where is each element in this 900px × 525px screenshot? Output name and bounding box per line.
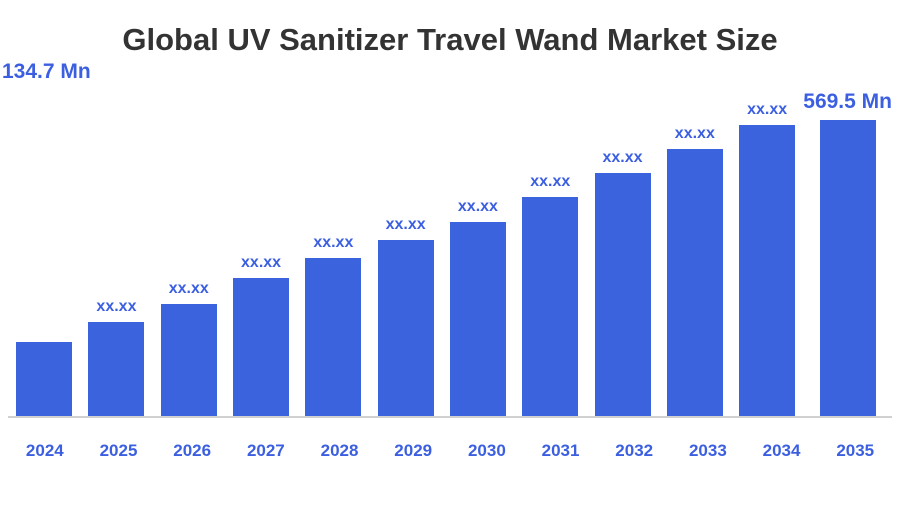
x-axis-tick-label: 2026 xyxy=(173,441,212,460)
x-axis-tick-label: 2033 xyxy=(688,441,727,460)
bar[interactable] xyxy=(819,120,876,416)
bar-label: 569.5 Mn xyxy=(803,90,892,113)
bar-label: xx.xx xyxy=(96,298,137,315)
bar[interactable] xyxy=(594,173,651,416)
bar-column: xx.xx xyxy=(297,90,369,416)
bar[interactable] xyxy=(305,258,362,416)
bar-label: xx.xx xyxy=(602,149,643,166)
bar[interactable] xyxy=(739,125,796,416)
bar-column: xx.xx xyxy=(369,90,441,416)
bar-label: xx.xx xyxy=(385,216,426,233)
bar-label: xx.xx xyxy=(241,254,282,271)
bar[interactable] xyxy=(522,197,579,416)
x-axis-tick-label: 2035 xyxy=(836,441,875,460)
x-axis-tick-label: 2031 xyxy=(541,441,580,460)
bar-label: xx.xx xyxy=(747,101,788,118)
bar-column: xx.xx xyxy=(153,90,225,416)
bar[interactable] xyxy=(449,222,506,416)
bar[interactable] xyxy=(160,304,217,416)
bar-label: xx.xx xyxy=(674,125,715,142)
bar[interactable] xyxy=(233,278,290,416)
x-axis-tick-label: 2032 xyxy=(615,441,654,460)
x-axis-tick-label: 2025 xyxy=(99,441,138,460)
bar-series: 134.7 Mn xx.xx xx.xx xx.xx xx.xx xx.xx xyxy=(2,60,892,416)
bar-label: xx.xx xyxy=(168,280,209,297)
x-axis-tick-label: 2029 xyxy=(394,441,433,460)
x-axis-tick-label: 2028 xyxy=(320,441,359,460)
x-axis-tick-label: 2034 xyxy=(762,441,801,460)
x-axis-line xyxy=(8,416,892,418)
bar[interactable] xyxy=(88,322,145,416)
chart-title: Global UV Sanitizer Travel Wand Market S… xyxy=(122,22,778,57)
bar-column: xx.xx xyxy=(442,90,514,416)
bar-column: xx.xx xyxy=(659,90,731,416)
bar-column: 134.7 Mn xyxy=(2,60,91,416)
x-axis-tick-label: 2024 xyxy=(25,441,64,460)
bar-column: xx.xx xyxy=(586,90,658,416)
chart-plot-area: 134.7 Mn xx.xx xx.xx xx.xx xx.xx xx.xx xyxy=(0,60,900,475)
x-axis-tick-label: 2030 xyxy=(467,441,506,460)
bar-label: xx.xx xyxy=(530,173,571,190)
bar-column: xx.xx xyxy=(80,90,152,416)
bar-label: 134.7 Mn xyxy=(2,60,91,83)
bar-column: xx.xx xyxy=(225,90,297,416)
bar-label: xx.xx xyxy=(457,198,498,215)
bar[interactable] xyxy=(377,240,434,416)
bar[interactable] xyxy=(666,149,723,416)
bar-column: xx.xx xyxy=(514,90,586,416)
bar-column: xx.xx xyxy=(731,90,803,416)
x-axis-labels: 2024 2025 2026 2027 2028 2029 2030 2031 … xyxy=(8,441,892,461)
bar-column: 569.5 Mn xyxy=(803,90,892,416)
x-axis-tick-label: 2027 xyxy=(246,441,285,460)
bar-label: xx.xx xyxy=(313,234,354,251)
bar[interactable] xyxy=(16,342,73,416)
